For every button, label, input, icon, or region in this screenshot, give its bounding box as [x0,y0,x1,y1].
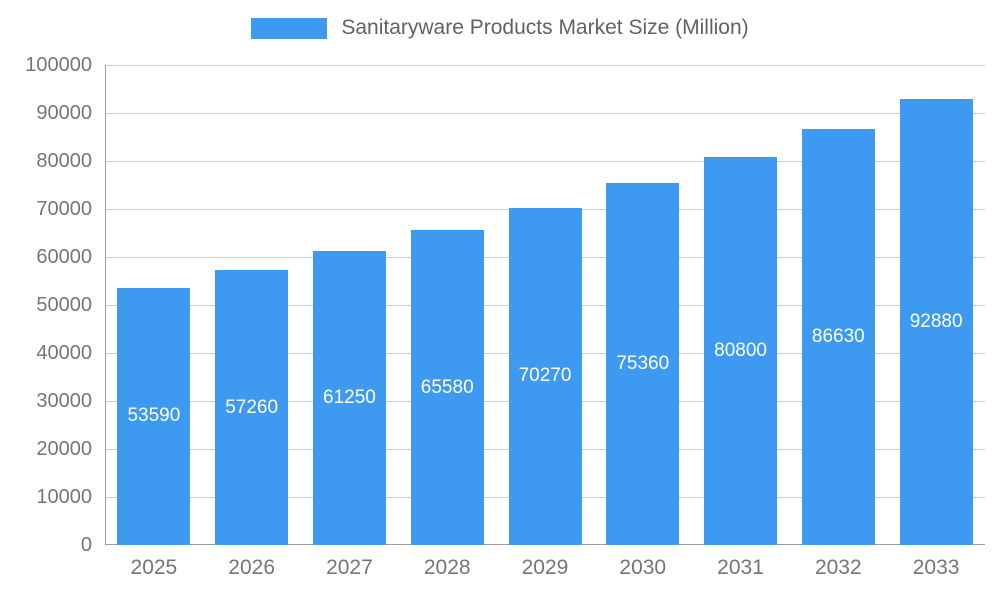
x-tick-label: 2033 [912,556,960,579]
x-tick-label: 2029 [521,556,569,579]
bar-value-label: 61250 [323,387,376,408]
bar-value-label: 53590 [127,405,181,427]
bar-value-label: 70270 [518,365,572,387]
bar-value-label: 75360 [616,353,670,375]
x-tick-label: 2031 [717,556,764,579]
bar-2029[interactable]: 70270 [508,207,582,545]
bar-2030[interactable]: 75360 [606,183,680,545]
x-tick-label: 2030 [619,556,667,579]
bar-value-label: 92880 [909,311,963,333]
legend-swatch-icon [251,17,328,39]
y-tick-label: 10000 [36,486,92,508]
bar-2032[interactable]: 86630 [801,129,875,545]
bar-2028[interactable]: 65580 [410,230,484,545]
x-tick-label: 2028 [423,556,471,579]
y-tick-label: 70000 [36,198,92,220]
y-tick-label: 30000 [36,390,92,412]
bar-2025[interactable]: 53590 [117,287,191,545]
chart-legend: Sanitaryware Products Market Size (Milli… [0,16,1000,40]
y-axis-line [105,65,106,545]
plot-area: 53590 57260 61250 65580 70270 75360 80800 86630… [105,64,985,545]
bar-value-label: 65580 [420,376,474,398]
bar-2033[interactable]: 92880 [899,99,973,545]
y-tick-label: 80000 [36,150,92,172]
x-tick-label: 2027 [326,556,373,579]
bar-value-label: 80800 [714,340,767,362]
gridline [105,160,985,162]
x-tick-label: 2026 [228,556,275,579]
bar-2031[interactable]: 80800 [704,157,778,545]
x-tick-label: 2025 [130,556,178,579]
y-tick-label: 60000 [36,246,92,268]
y-tick-label: 0 [80,534,92,556]
y-tick-label: 40000 [36,342,92,364]
bar-value-label: 57260 [225,396,279,418]
legend-label: Sanitaryware Products Market Size (Milli… [341,16,749,39]
bar-value-label: 86630 [811,326,865,348]
y-tick-label: 50000 [36,294,92,316]
gridline [105,64,985,66]
y-tick-label: 90000 [36,102,92,124]
bar-2027[interactable]: 61250 [312,251,386,545]
y-tick-label: 100000 [25,54,92,76]
x-tick-label: 2032 [814,556,862,579]
bar-2026[interactable]: 57260 [215,270,289,545]
gridline [105,112,985,114]
y-tick-label: 20000 [36,438,92,460]
